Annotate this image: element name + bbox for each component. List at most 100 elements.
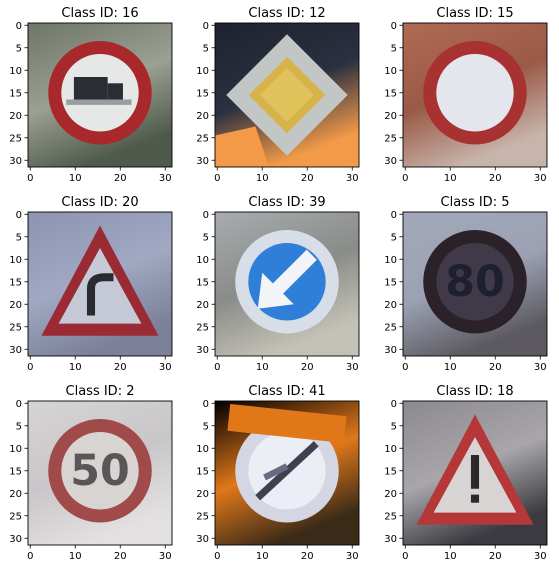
x-tick-label: 10 — [444, 173, 457, 184]
axes-frame — [27, 211, 173, 357]
sign-symbol — [260, 68, 314, 122]
x-tick-label: 30 — [159, 173, 172, 184]
sign-symbol — [66, 99, 132, 105]
x-tick-label: 20 — [489, 362, 502, 373]
y-tick-label: 30 — [196, 534, 209, 545]
image-background — [227, 403, 347, 444]
y-tick-label: 15 — [196, 277, 209, 288]
y-tick-label: 30 — [384, 345, 397, 356]
sign-symbol — [470, 455, 480, 489]
y-tick-label: 5 — [391, 232, 397, 243]
traffic-sign-image — [28, 212, 172, 356]
x-tick-label: 10 — [256, 362, 269, 373]
panel-title: Class ID: 12 — [248, 6, 325, 21]
y-tick-label: 0 — [203, 21, 209, 32]
y-tick-label: 15 — [384, 466, 397, 477]
x-tick-label: 30 — [534, 362, 547, 373]
axes-frame — [402, 211, 548, 357]
y-tick-label: 25 — [9, 511, 22, 522]
y-tick-label: 20 — [196, 489, 209, 500]
traffic-sign-image — [403, 23, 547, 167]
y-tick-label: 20 — [9, 489, 22, 500]
y-tick-label: 20 — [196, 111, 209, 122]
x-tick-label: 10 — [69, 551, 82, 562]
y-tick-label: 20 — [384, 111, 397, 122]
x-tick-label: 0 — [402, 362, 408, 373]
y-tick-label: 20 — [384, 489, 397, 500]
axes-frame — [214, 22, 360, 168]
y-tick-label: 5 — [16, 421, 22, 432]
sign-face — [58, 248, 142, 324]
sign-symbol — [470, 494, 480, 503]
x-tick-label: 20 — [114, 173, 127, 184]
x-tick-label: 0 — [402, 551, 408, 562]
image-panel: Class ID: 20 0 10 20 30 0 5 10 15 20 25 30 — [9, 195, 173, 373]
y-tick-label: 0 — [16, 21, 22, 32]
y-tick-label: 15 — [196, 466, 209, 477]
x-tick-label: 20 — [301, 362, 314, 373]
traffic-sign-image: 50 — [28, 401, 172, 545]
y-tick-label: 30 — [384, 156, 397, 167]
image-panel: Class ID: 41 0 10 20 30 0 5 10 15 20 25 30 — [196, 384, 360, 562]
y-tick-label: 0 — [391, 210, 397, 221]
y-tick-label: 25 — [384, 322, 397, 333]
x-tick-label: 0 — [214, 362, 220, 373]
y-tick-label: 0 — [203, 210, 209, 221]
y-tick-label: 30 — [196, 156, 209, 167]
y-tick-label: 5 — [16, 43, 22, 54]
panel-title: Class ID: 2 — [66, 384, 135, 399]
sign-symbol — [73, 77, 108, 100]
axes-frame — [402, 22, 548, 168]
image-panel: Class ID: 2 50 0 10 20 30 0 5 10 15 20 25 30 — [9, 384, 173, 562]
sign-symbol — [268, 249, 317, 299]
x-tick-label: 30 — [534, 173, 547, 184]
x-tick-label: 30 — [159, 551, 172, 562]
y-tick-label: 30 — [9, 534, 22, 545]
y-tick-label: 20 — [384, 300, 397, 311]
traffic-sign-image — [215, 401, 359, 545]
y-tick-label: 10 — [384, 444, 397, 455]
panel-title: Class ID: 41 — [248, 384, 325, 399]
x-tick-label: 30 — [159, 362, 172, 373]
x-tick-label: 30 — [346, 362, 359, 373]
y-tick-label: 20 — [9, 111, 22, 122]
panel-title: Class ID: 39 — [248, 195, 325, 210]
x-tick-label: 0 — [27, 551, 33, 562]
panel-title: Class ID: 18 — [436, 384, 513, 399]
x-tick-label: 0 — [214, 173, 220, 184]
axes-frame — [214, 400, 360, 546]
x-tick-label: 10 — [444, 362, 457, 373]
y-tick-label: 0 — [203, 399, 209, 410]
x-tick-label: 20 — [301, 173, 314, 184]
y-tick-label: 5 — [391, 421, 397, 432]
panel-title: Class ID: 20 — [61, 195, 138, 210]
sign-symbol — [263, 463, 289, 481]
traffic-sign-image — [215, 212, 359, 356]
y-tick-label: 10 — [384, 66, 397, 77]
y-tick-label: 10 — [9, 444, 22, 455]
x-tick-label: 0 — [214, 551, 220, 562]
y-tick-label: 25 — [196, 322, 209, 333]
y-tick-label: 25 — [196, 511, 209, 522]
sign-face — [61, 432, 139, 510]
axes-frame — [214, 211, 360, 357]
image-panel: Class ID: 15 0 10 20 30 0 5 10 15 20 25 30 — [384, 6, 548, 184]
y-tick-label: 30 — [384, 534, 397, 545]
y-tick-label: 15 — [9, 466, 22, 477]
image-background — [215, 126, 269, 167]
y-tick-label: 25 — [9, 322, 22, 333]
x-tick-label: 10 — [256, 173, 269, 184]
axes-frame — [402, 400, 548, 546]
sign-symbol: 80 — [445, 257, 505, 307]
y-tick-label: 0 — [391, 21, 397, 32]
y-tick-label: 10 — [384, 255, 397, 266]
image-panel: Class ID: 12 0 10 20 30 0 5 10 15 20 25 30 — [196, 6, 360, 184]
y-tick-label: 5 — [203, 232, 209, 243]
x-tick-label: 10 — [69, 362, 82, 373]
panel-title: Class ID: 5 — [441, 195, 510, 210]
traffic-sign-image: 80 — [403, 212, 547, 356]
panel-title: Class ID: 15 — [436, 6, 513, 21]
y-tick-label: 15 — [384, 88, 397, 99]
y-tick-label: 25 — [9, 133, 22, 144]
